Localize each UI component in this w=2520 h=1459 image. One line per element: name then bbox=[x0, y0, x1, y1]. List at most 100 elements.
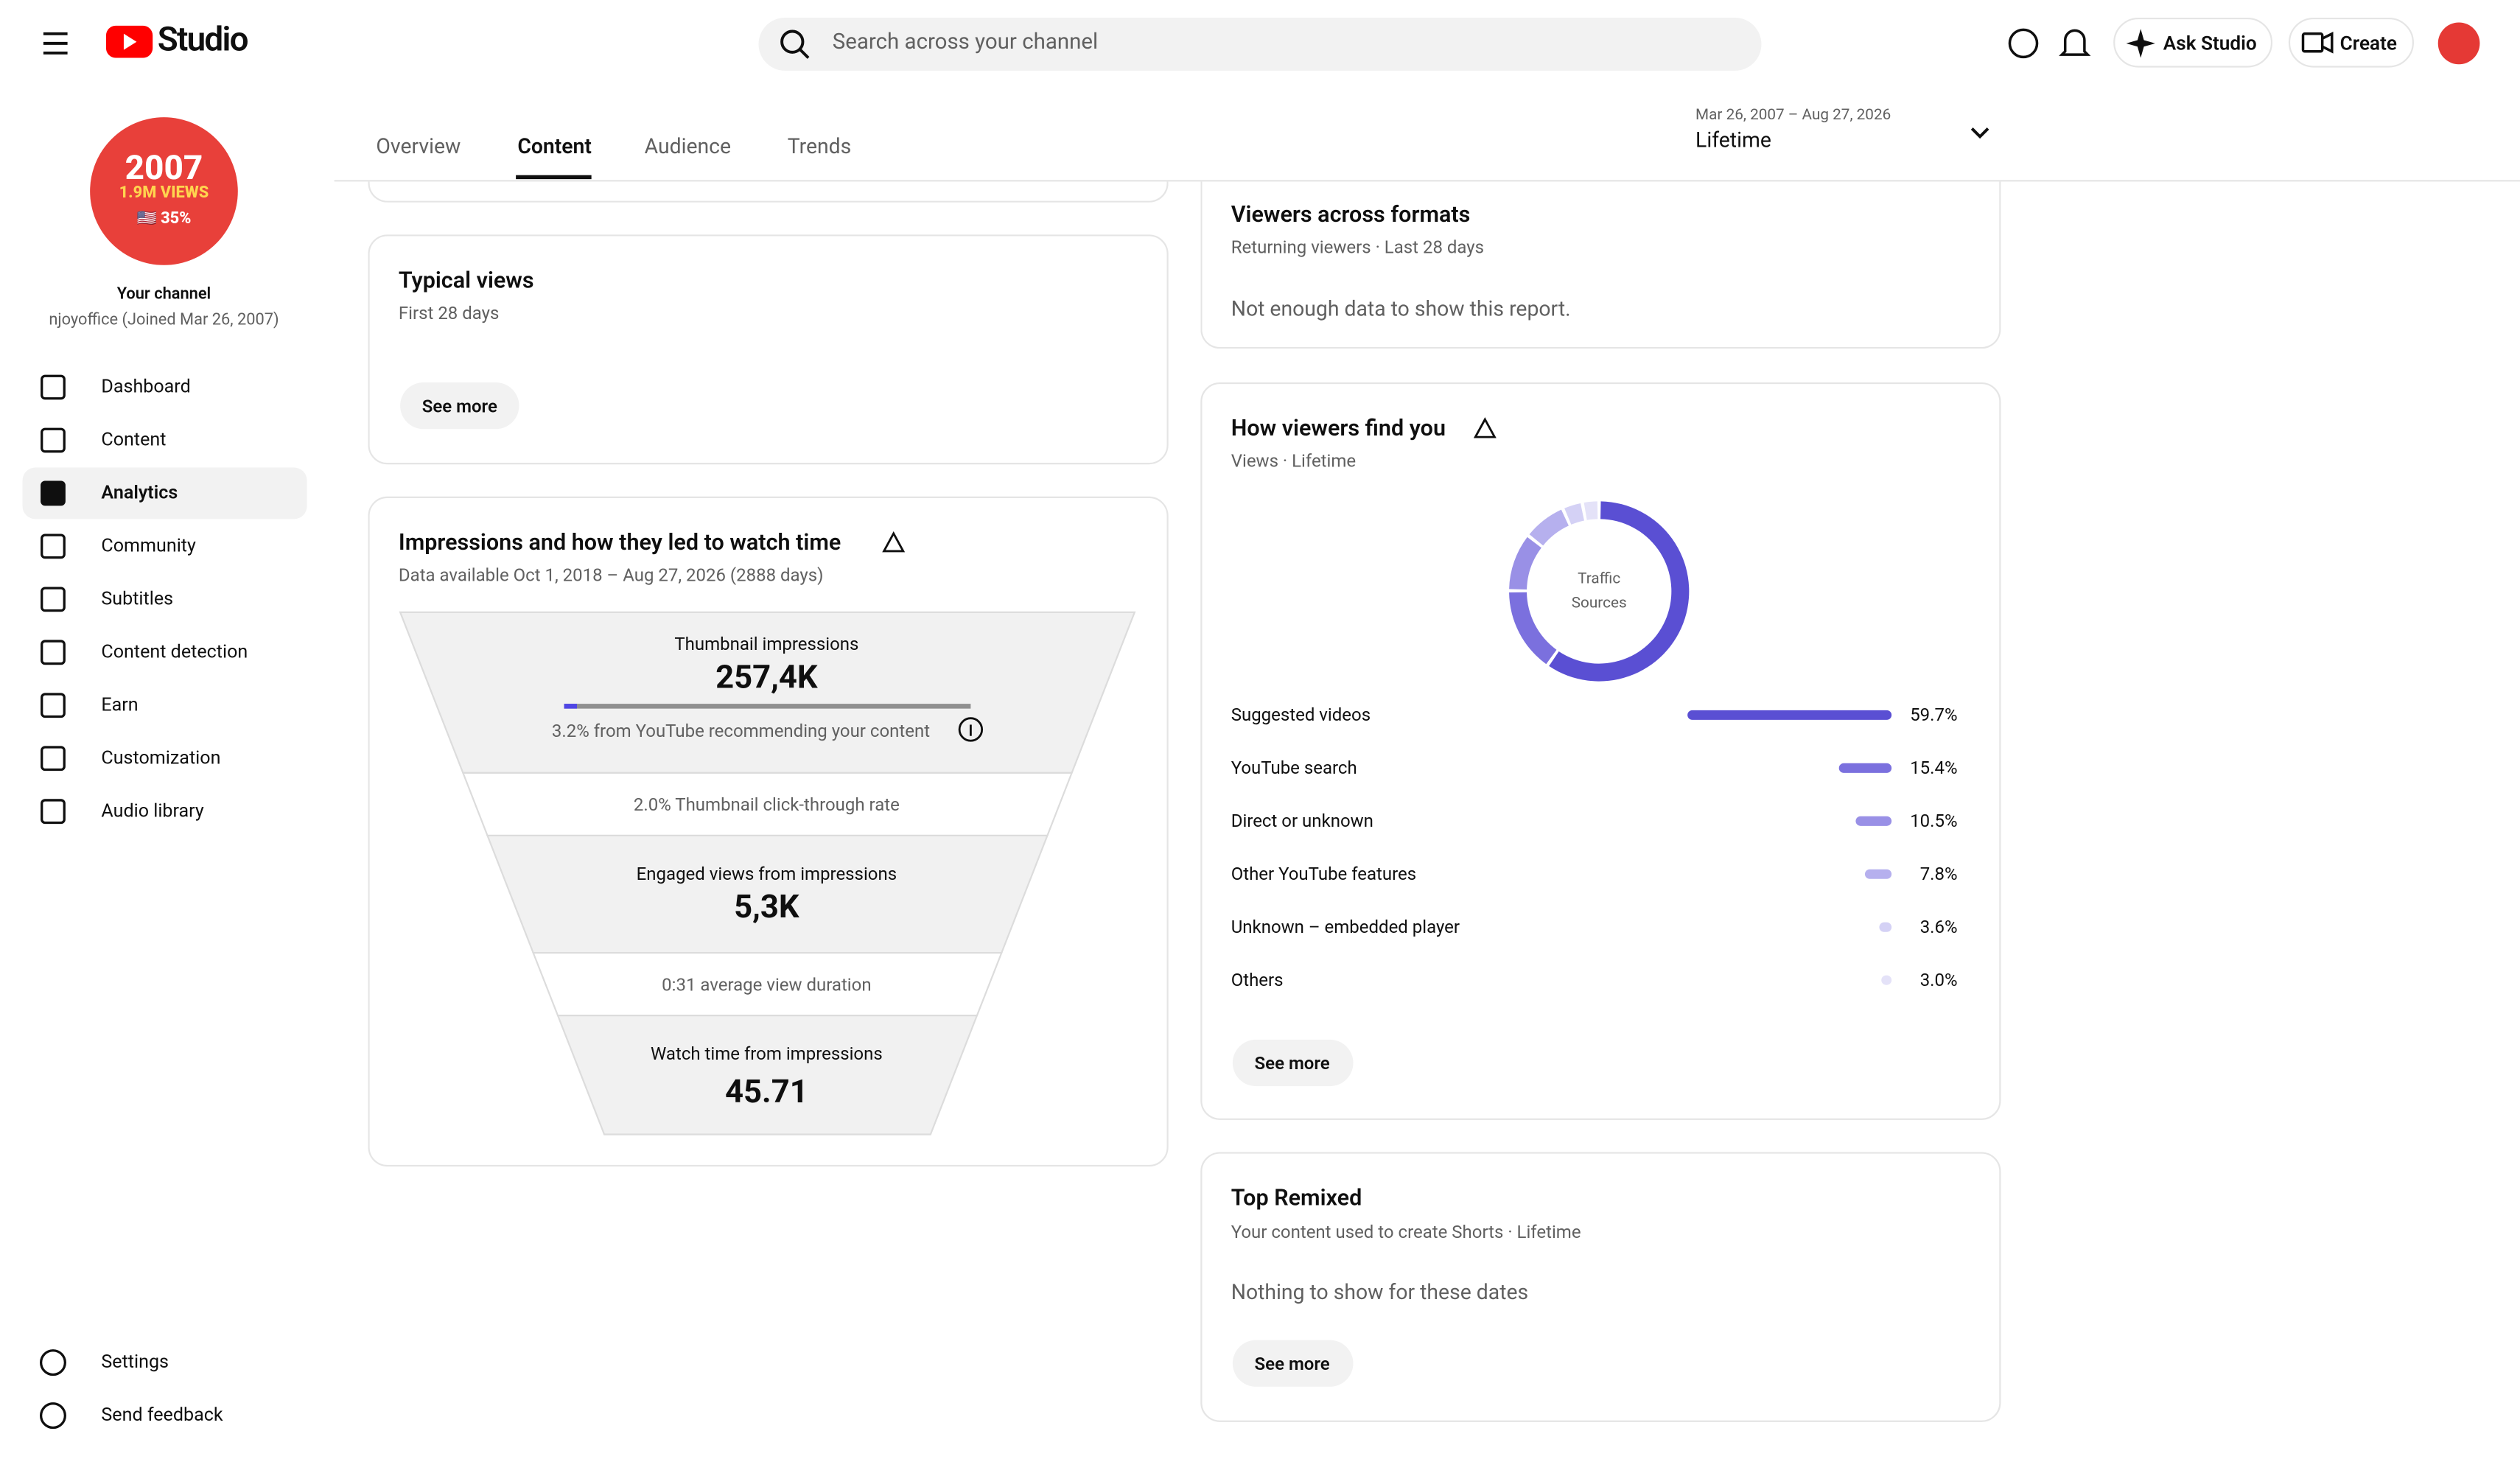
search-box[interactable] bbox=[758, 17, 1762, 71]
source-bar bbox=[1864, 869, 1892, 879]
card-title: Top Remixed bbox=[1231, 1186, 1362, 1212]
nav-item[interactable]: Customization bbox=[101, 746, 221, 769]
analytics-highlight bbox=[22, 467, 307, 519]
tab[interactable]: Content bbox=[517, 136, 592, 160]
nav-item[interactable]: Subtitles bbox=[101, 587, 174, 609]
source-bar bbox=[1879, 922, 1892, 932]
nav-icon bbox=[41, 799, 66, 825]
account-avatar[interactable] bbox=[2437, 22, 2480, 65]
logo-text: Studio bbox=[157, 21, 249, 60]
search-placeholder: Search across your channel bbox=[832, 29, 1099, 55]
nav-item[interactable]: Community bbox=[101, 533, 196, 557]
button-label[interactable]: See more bbox=[421, 396, 497, 417]
card-message: Not enough data to show this report. bbox=[1231, 298, 1571, 323]
see-more-button[interactable] bbox=[1232, 1340, 1354, 1387]
source-bar bbox=[1838, 763, 1892, 773]
source-bar bbox=[1881, 975, 1892, 985]
card-title: Typical views bbox=[398, 268, 534, 295]
logo-icon bbox=[105, 25, 153, 58]
source-name: Others bbox=[1231, 969, 1284, 991]
source-value: 3.0% bbox=[1919, 969, 1958, 991]
card-title: How viewers find you bbox=[1231, 416, 1446, 442]
tab[interactable]: Overview bbox=[376, 136, 461, 160]
source-name: YouTube search bbox=[1231, 758, 1357, 779]
card-subtitle: Views · Lifetime bbox=[1231, 450, 1357, 472]
card-message: Nothing to show for these dates bbox=[1231, 1281, 1529, 1306]
traffic-card bbox=[1200, 382, 2001, 1120]
nav-icon bbox=[41, 746, 66, 772]
nav-icon bbox=[39, 1349, 66, 1376]
tab[interactable]: Trends bbox=[787, 136, 852, 160]
nav-icon-fill bbox=[41, 482, 65, 505]
nav-icon bbox=[41, 374, 66, 400]
date-period: Lifetime bbox=[1695, 129, 1771, 154]
source-value: 3.6% bbox=[1919, 917, 1958, 938]
badge-views: 1.9M VIEWS bbox=[119, 184, 209, 203]
source-value: 59.7% bbox=[1910, 704, 1958, 726]
nav-icon bbox=[41, 693, 66, 718]
nav-item[interactable]: Earn bbox=[101, 693, 139, 715]
funnel-value: 45.71 bbox=[724, 1071, 808, 1110]
donut-center-label: Traffic Sources bbox=[1571, 570, 1627, 612]
funnel-label: Thumbnail impressions bbox=[674, 634, 859, 655]
source-name: Unknown – embedded player bbox=[1231, 917, 1460, 938]
source-bar bbox=[1687, 710, 1892, 720]
bell-icon[interactable] bbox=[2059, 29, 2091, 56]
ask-studio-button[interactable] bbox=[2113, 17, 2273, 68]
funnel-label: Engaged views from impressions bbox=[636, 864, 897, 885]
channel-avatar[interactable] bbox=[90, 117, 238, 265]
see-more-button[interactable] bbox=[400, 382, 519, 430]
progress-track bbox=[564, 704, 971, 709]
tab[interactable]: Audience bbox=[644, 136, 732, 160]
info-icon[interactable] bbox=[958, 717, 984, 742]
see-more-button[interactable] bbox=[1232, 1039, 1354, 1087]
badge-share: 🇺🇸 35% bbox=[136, 210, 192, 228]
source-name: Suggested videos bbox=[1231, 704, 1371, 726]
nav-item[interactable]: Settings bbox=[101, 1350, 169, 1373]
button-label[interactable]: See more bbox=[1254, 1053, 1330, 1074]
nav-icon bbox=[41, 587, 66, 612]
donut-segment bbox=[1529, 509, 1569, 546]
sparkle-icon bbox=[2126, 29, 2155, 58]
donut-segment bbox=[1564, 503, 1584, 525]
progress-fill bbox=[564, 704, 578, 709]
card-subtitle: First 28 days bbox=[398, 303, 500, 324]
badge-year: 2007 bbox=[125, 150, 203, 189]
funnel-label: Watch time from impressions bbox=[651, 1043, 883, 1065]
help-icon[interactable] bbox=[2008, 28, 2039, 59]
ask-studio-label[interactable]: Ask Studio bbox=[2163, 32, 2257, 55]
source-bar bbox=[1855, 816, 1892, 826]
funnel bbox=[399, 611, 1136, 1136]
donut-segment bbox=[1549, 501, 1690, 682]
nav-item[interactable]: Send feedback bbox=[101, 1403, 223, 1426]
nav-item[interactable]: Content detection bbox=[101, 640, 248, 662]
warning-icon bbox=[882, 417, 1497, 553]
nav-icon bbox=[41, 533, 66, 559]
search-icon bbox=[780, 29, 810, 59]
create-button[interactable] bbox=[2288, 17, 2415, 68]
nav-icon bbox=[39, 1402, 66, 1430]
funnel-value: 5,3K bbox=[734, 886, 799, 926]
card-subtitle: Your content used to create Shorts · Lif… bbox=[1231, 1222, 1581, 1243]
button-label[interactable]: See more bbox=[1254, 1354, 1330, 1375]
source-name: Direct or unknown bbox=[1231, 811, 1373, 832]
source-value: 10.5% bbox=[1910, 811, 1958, 832]
card-title: Viewers across formats bbox=[1231, 202, 1471, 228]
funnel-label: 0:31 average view duration bbox=[662, 974, 872, 996]
funnel-value: 257,4K bbox=[715, 657, 818, 696]
donut-segment bbox=[1509, 536, 1541, 589]
chevron-icon[interactable] bbox=[1970, 127, 1989, 139]
nav-item[interactable]: Audio library bbox=[101, 799, 204, 822]
nav-item[interactable]: Content bbox=[101, 427, 167, 451]
card-subtitle: Returning viewers · Last 28 days bbox=[1231, 237, 1485, 258]
menu-icon[interactable] bbox=[43, 32, 68, 55]
nav-item[interactable]: Analytics bbox=[101, 480, 178, 504]
create-label[interactable]: Create bbox=[2339, 32, 2398, 55]
source-name: Other YouTube features bbox=[1231, 864, 1417, 885]
source-value: 7.8% bbox=[1919, 864, 1958, 885]
nav-icon bbox=[41, 427, 66, 453]
tab-underline bbox=[516, 175, 592, 180]
date-range: Mar 26, 2007 – Aug 27, 2026 bbox=[1695, 106, 1891, 125]
nav-item[interactable]: Dashboard bbox=[101, 374, 191, 398]
